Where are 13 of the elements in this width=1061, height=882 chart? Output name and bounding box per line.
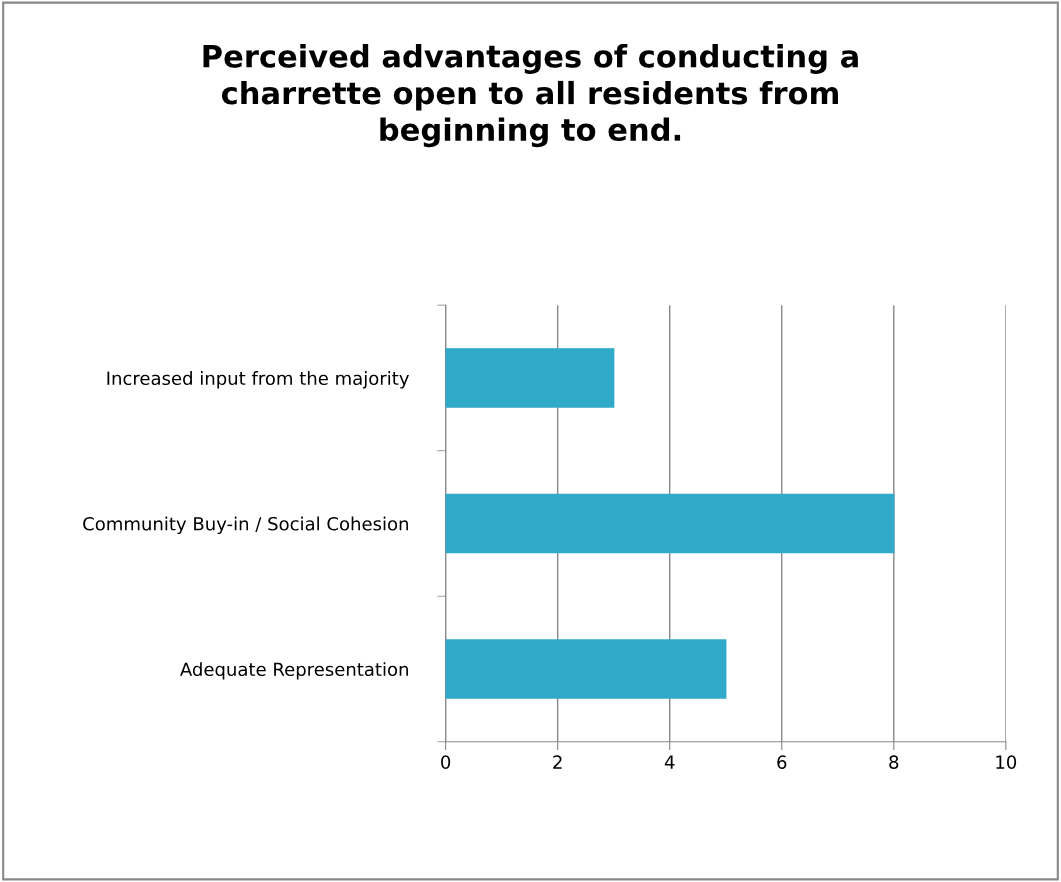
bar xyxy=(445,348,615,408)
x-tick-label: 4 xyxy=(664,755,675,769)
bar xyxy=(445,493,895,554)
x-tick-label: 6 xyxy=(777,755,787,769)
y-tick-label: Increased input from the majority xyxy=(107,371,409,389)
bar xyxy=(445,639,727,699)
chart-title: Perceived advantages of conducting a charrette open to all residents from beginning to end. xyxy=(203,44,858,148)
y-tick-label: Community Buy-in / Social Cohesion xyxy=(83,516,408,535)
x-tick-label: 2 xyxy=(553,755,562,769)
x-tick-label: 10 xyxy=(996,755,1017,769)
x-tick-label: 0 xyxy=(441,755,451,769)
y-tick-label: Adequate Representation xyxy=(180,662,408,680)
x-tick-label: 8 xyxy=(889,755,899,769)
